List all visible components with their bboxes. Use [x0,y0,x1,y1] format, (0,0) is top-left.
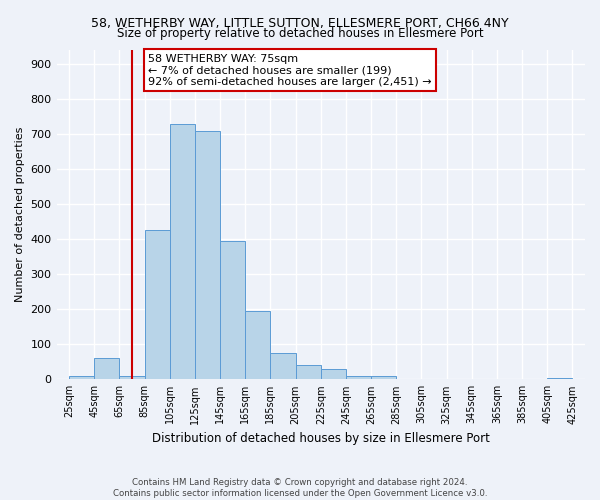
Bar [69,376,94,380]
Bar [296,364,321,380]
Bar [170,124,195,380]
Bar [547,378,572,380]
Bar [346,376,371,380]
Bar [195,130,220,380]
Bar [94,358,119,380]
Bar [119,376,145,380]
Bar [371,376,396,380]
Bar [321,369,346,380]
Text: Size of property relative to detached houses in Ellesmere Port: Size of property relative to detached ho… [116,28,484,40]
Bar [145,230,170,380]
Y-axis label: Number of detached properties: Number of detached properties [15,127,25,302]
Text: Contains HM Land Registry data © Crown copyright and database right 2024.
Contai: Contains HM Land Registry data © Crown c… [113,478,487,498]
X-axis label: Distribution of detached houses by size in Ellesmere Port: Distribution of detached houses by size … [152,432,490,445]
Bar [220,241,245,380]
Bar [245,311,271,380]
Text: 58, WETHERBY WAY, LITTLE SUTTON, ELLESMERE PORT, CH66 4NY: 58, WETHERBY WAY, LITTLE SUTTON, ELLESME… [91,18,509,30]
Text: 58 WETHERBY WAY: 75sqm
← 7% of detached houses are smaller (199)
92% of semi-det: 58 WETHERBY WAY: 75sqm ← 7% of detached … [148,54,432,86]
Bar [271,353,296,380]
